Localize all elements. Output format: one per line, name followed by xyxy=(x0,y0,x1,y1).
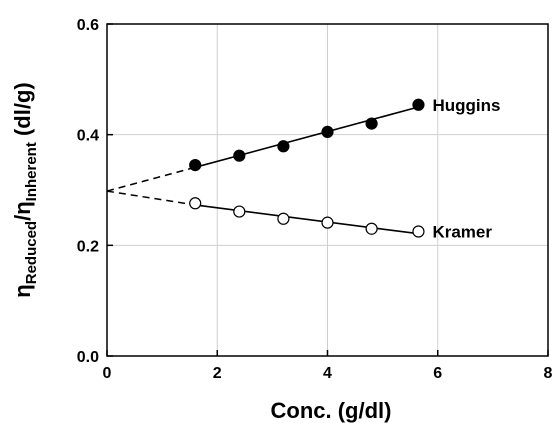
huggins-point xyxy=(233,149,246,162)
y-tick-label: 0.0 xyxy=(77,349,99,366)
kramer-point xyxy=(277,212,290,225)
kramer-point xyxy=(233,205,246,218)
x-tick-label: 6 xyxy=(433,365,442,382)
huggins-point xyxy=(321,125,334,138)
y-tick-label: 0.6 xyxy=(77,17,99,34)
y-axis-sub-inherent: Inherent xyxy=(23,142,40,201)
huggins-point xyxy=(277,140,290,153)
kramer-point xyxy=(189,197,202,210)
huggins-extrapolation-line xyxy=(106,166,196,192)
kramer-fit-line xyxy=(195,204,419,235)
x-tick-label: 4 xyxy=(323,365,332,382)
series-huggins: Huggins xyxy=(106,96,500,192)
kramer-point xyxy=(321,216,334,229)
kramer-extrapolation-line xyxy=(106,190,196,206)
kramer-series-label: Kramer xyxy=(432,223,492,242)
y-tick-label: 0.4 xyxy=(77,128,99,145)
x-axis-title: Conc. (g/dl) xyxy=(271,398,392,423)
huggins-fit-line xyxy=(194,106,419,169)
x-tick-label: 2 xyxy=(213,365,222,382)
y-axis-unit: (dl/g) xyxy=(10,82,35,142)
x-tick-label: 0 xyxy=(103,365,112,382)
series-layer: Huggins Kramer xyxy=(106,96,500,242)
y-axis-symbol: η xyxy=(10,284,35,297)
x-tick-label: 8 xyxy=(544,365,553,382)
y-axis-sub-reduced: Reduced xyxy=(23,221,40,284)
y-axis-separator: /η xyxy=(10,201,35,221)
huggins-point xyxy=(189,159,202,172)
huggins-series-label: Huggins xyxy=(432,96,500,115)
y-tick-label: 0.2 xyxy=(77,238,99,255)
ticks: 0 2 4 6 8 0.0 0.2 0.4 0.6 xyxy=(77,17,553,382)
kramer-point xyxy=(412,225,425,238)
grid xyxy=(107,24,548,356)
huggins-point xyxy=(365,117,378,130)
kramer-point xyxy=(365,222,378,235)
huggins-point xyxy=(412,98,425,111)
y-axis-title: ηReduced/ηInherent (dl/g) xyxy=(10,82,40,297)
series-kramer: Kramer xyxy=(106,190,492,242)
